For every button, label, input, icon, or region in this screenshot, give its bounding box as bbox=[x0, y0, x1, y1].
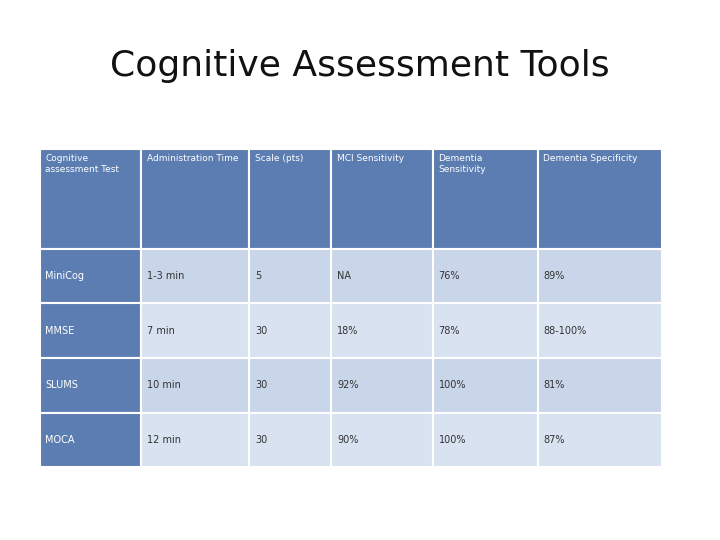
Bar bbox=[433, 358, 538, 413]
Text: MOCA: MOCA bbox=[45, 435, 75, 445]
Bar bbox=[249, 249, 331, 303]
Text: 30: 30 bbox=[255, 326, 267, 336]
Bar bbox=[141, 148, 249, 249]
Bar bbox=[40, 148, 141, 249]
Bar bbox=[249, 148, 331, 249]
Text: MMSE: MMSE bbox=[45, 326, 75, 336]
Bar bbox=[331, 303, 433, 358]
Bar bbox=[141, 358, 249, 413]
Text: 18%: 18% bbox=[337, 326, 359, 336]
Bar bbox=[141, 249, 249, 303]
Text: 90%: 90% bbox=[337, 435, 359, 445]
Bar bbox=[433, 249, 538, 303]
Text: NA: NA bbox=[337, 271, 351, 281]
Text: 100%: 100% bbox=[438, 380, 466, 390]
Text: Dementia Specificity: Dementia Specificity bbox=[544, 154, 638, 163]
Bar bbox=[331, 249, 433, 303]
Text: Cognitive Assessment Tools: Cognitive Assessment Tools bbox=[110, 49, 610, 83]
Bar bbox=[538, 303, 662, 358]
Text: 81%: 81% bbox=[544, 380, 564, 390]
Text: Administration Time: Administration Time bbox=[147, 154, 238, 163]
Text: MCI Sensitivity: MCI Sensitivity bbox=[337, 154, 404, 163]
Bar bbox=[40, 413, 141, 467]
Bar bbox=[141, 413, 249, 467]
Bar bbox=[331, 413, 433, 467]
Bar bbox=[433, 413, 538, 467]
Text: 1-3 min: 1-3 min bbox=[147, 271, 184, 281]
Text: 5: 5 bbox=[255, 271, 261, 281]
Text: 88-100%: 88-100% bbox=[544, 326, 587, 336]
Bar bbox=[141, 303, 249, 358]
Text: Cognitive
assessment Test: Cognitive assessment Test bbox=[45, 154, 120, 174]
Bar bbox=[40, 303, 141, 358]
Text: 12 min: 12 min bbox=[147, 435, 181, 445]
Bar bbox=[249, 413, 331, 467]
Text: 92%: 92% bbox=[337, 380, 359, 390]
Text: 89%: 89% bbox=[544, 271, 564, 281]
Bar bbox=[433, 303, 538, 358]
Bar bbox=[331, 358, 433, 413]
Bar bbox=[538, 358, 662, 413]
Text: 87%: 87% bbox=[544, 435, 564, 445]
Bar bbox=[538, 148, 662, 249]
Bar bbox=[40, 358, 141, 413]
Bar bbox=[40, 249, 141, 303]
Text: 30: 30 bbox=[255, 435, 267, 445]
Bar bbox=[433, 148, 538, 249]
Text: MiniCog: MiniCog bbox=[45, 271, 84, 281]
Text: 76%: 76% bbox=[438, 271, 460, 281]
Text: 100%: 100% bbox=[438, 435, 466, 445]
Text: 10 min: 10 min bbox=[147, 380, 181, 390]
Bar bbox=[538, 413, 662, 467]
Text: 7 min: 7 min bbox=[147, 326, 175, 336]
Text: 30: 30 bbox=[255, 380, 267, 390]
Text: Scale (pts): Scale (pts) bbox=[255, 154, 303, 163]
Bar bbox=[249, 303, 331, 358]
Text: Dementia
Sensitivity: Dementia Sensitivity bbox=[438, 154, 486, 174]
Bar bbox=[249, 358, 331, 413]
Bar bbox=[331, 148, 433, 249]
Text: SLUMS: SLUMS bbox=[45, 380, 78, 390]
Bar bbox=[538, 249, 662, 303]
Text: 78%: 78% bbox=[438, 326, 460, 336]
